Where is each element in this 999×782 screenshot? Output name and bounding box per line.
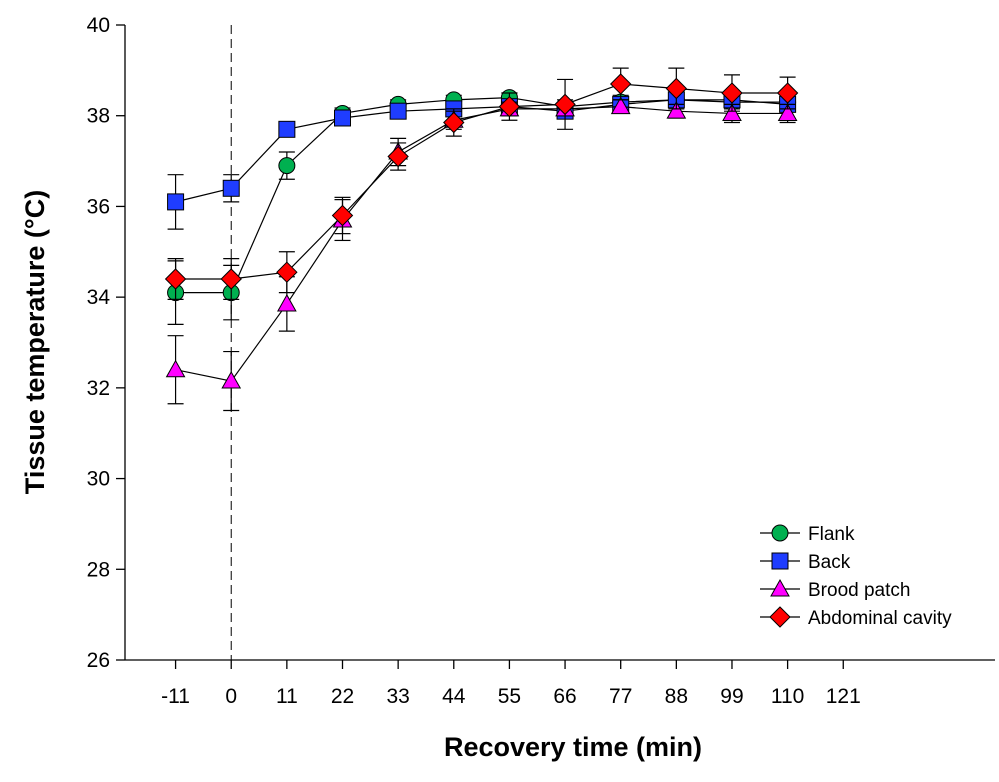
y-axis-title: Tissue temperature (°C) xyxy=(20,190,50,494)
legend-marker xyxy=(771,524,789,542)
y-tick-label: 26 xyxy=(87,649,110,672)
data-point xyxy=(721,82,743,104)
series-brood-patch xyxy=(165,96,798,412)
x-tick-label: 121 xyxy=(826,685,861,708)
x-tick-label: 33 xyxy=(386,685,409,708)
data-point xyxy=(331,204,354,227)
legend-label: Flank xyxy=(808,524,855,545)
y-tick-label: 30 xyxy=(87,468,110,491)
data-point xyxy=(498,95,521,118)
data-point xyxy=(167,193,185,211)
data-point xyxy=(609,73,632,95)
y-tick-label: 28 xyxy=(87,558,110,581)
legend-label: Abdominal cavity xyxy=(808,608,952,629)
series-abdominal-cavity xyxy=(164,67,799,301)
x-tick-label: 55 xyxy=(498,685,521,708)
y-tick-label: 36 xyxy=(87,195,110,218)
legend-marker xyxy=(769,606,791,628)
x-tick-label: 0 xyxy=(225,685,237,708)
x-tick-label: 99 xyxy=(720,685,743,708)
x-tick-label: 11 xyxy=(276,685,298,708)
x-tick-label: 110 xyxy=(771,685,804,708)
data-point xyxy=(666,101,687,119)
data-point xyxy=(665,77,688,100)
data-point xyxy=(276,261,298,283)
series-flank xyxy=(167,89,797,325)
x-tick-label: 22 xyxy=(331,685,354,708)
data-point xyxy=(387,145,409,168)
data-point xyxy=(777,103,798,121)
series-line-back xyxy=(175,99,788,203)
legend-label: Back xyxy=(808,552,851,573)
x-tick-label: 77 xyxy=(609,685,632,708)
data-point xyxy=(443,111,465,134)
data-point xyxy=(164,268,187,290)
x-tick-label: 88 xyxy=(665,685,688,708)
y-tick-label: 34 xyxy=(87,286,111,309)
data-point xyxy=(278,120,296,138)
data-point xyxy=(554,93,576,116)
y-tick-label: 32 xyxy=(87,377,110,400)
data-point xyxy=(165,359,186,378)
legend-marker xyxy=(771,552,789,570)
data-point xyxy=(222,179,240,197)
x-tick-label: 44 xyxy=(442,685,466,708)
data-point xyxy=(221,371,242,389)
legend: Flank Back Brood patch Abdominal cavity xyxy=(760,524,952,629)
plot-area: 26 28 30 32 34 36 38 40 -11 0 11 22 33 44 55 66 77 88 99 11… xyxy=(87,14,995,708)
x-tick-label: 66 xyxy=(553,685,576,708)
x-axis-title: Recovery time (min) xyxy=(444,732,702,762)
x-tick-label: -11 xyxy=(161,685,190,708)
data-point xyxy=(722,103,742,121)
data-point xyxy=(610,96,631,115)
series-line-abdominal-cavity xyxy=(175,83,788,280)
data-point xyxy=(220,268,242,290)
data-point xyxy=(776,82,799,104)
y-tick-label: 40 xyxy=(87,14,110,37)
data-point xyxy=(277,293,297,312)
legend-label: Brood patch xyxy=(808,580,910,601)
data-point xyxy=(278,157,296,175)
series-line-flank xyxy=(175,96,788,294)
legend-marker xyxy=(770,578,790,597)
series-line-brood-patch xyxy=(175,106,788,382)
y-tick-label: 38 xyxy=(87,105,110,128)
data-point xyxy=(334,109,351,127)
data-point xyxy=(389,102,407,120)
